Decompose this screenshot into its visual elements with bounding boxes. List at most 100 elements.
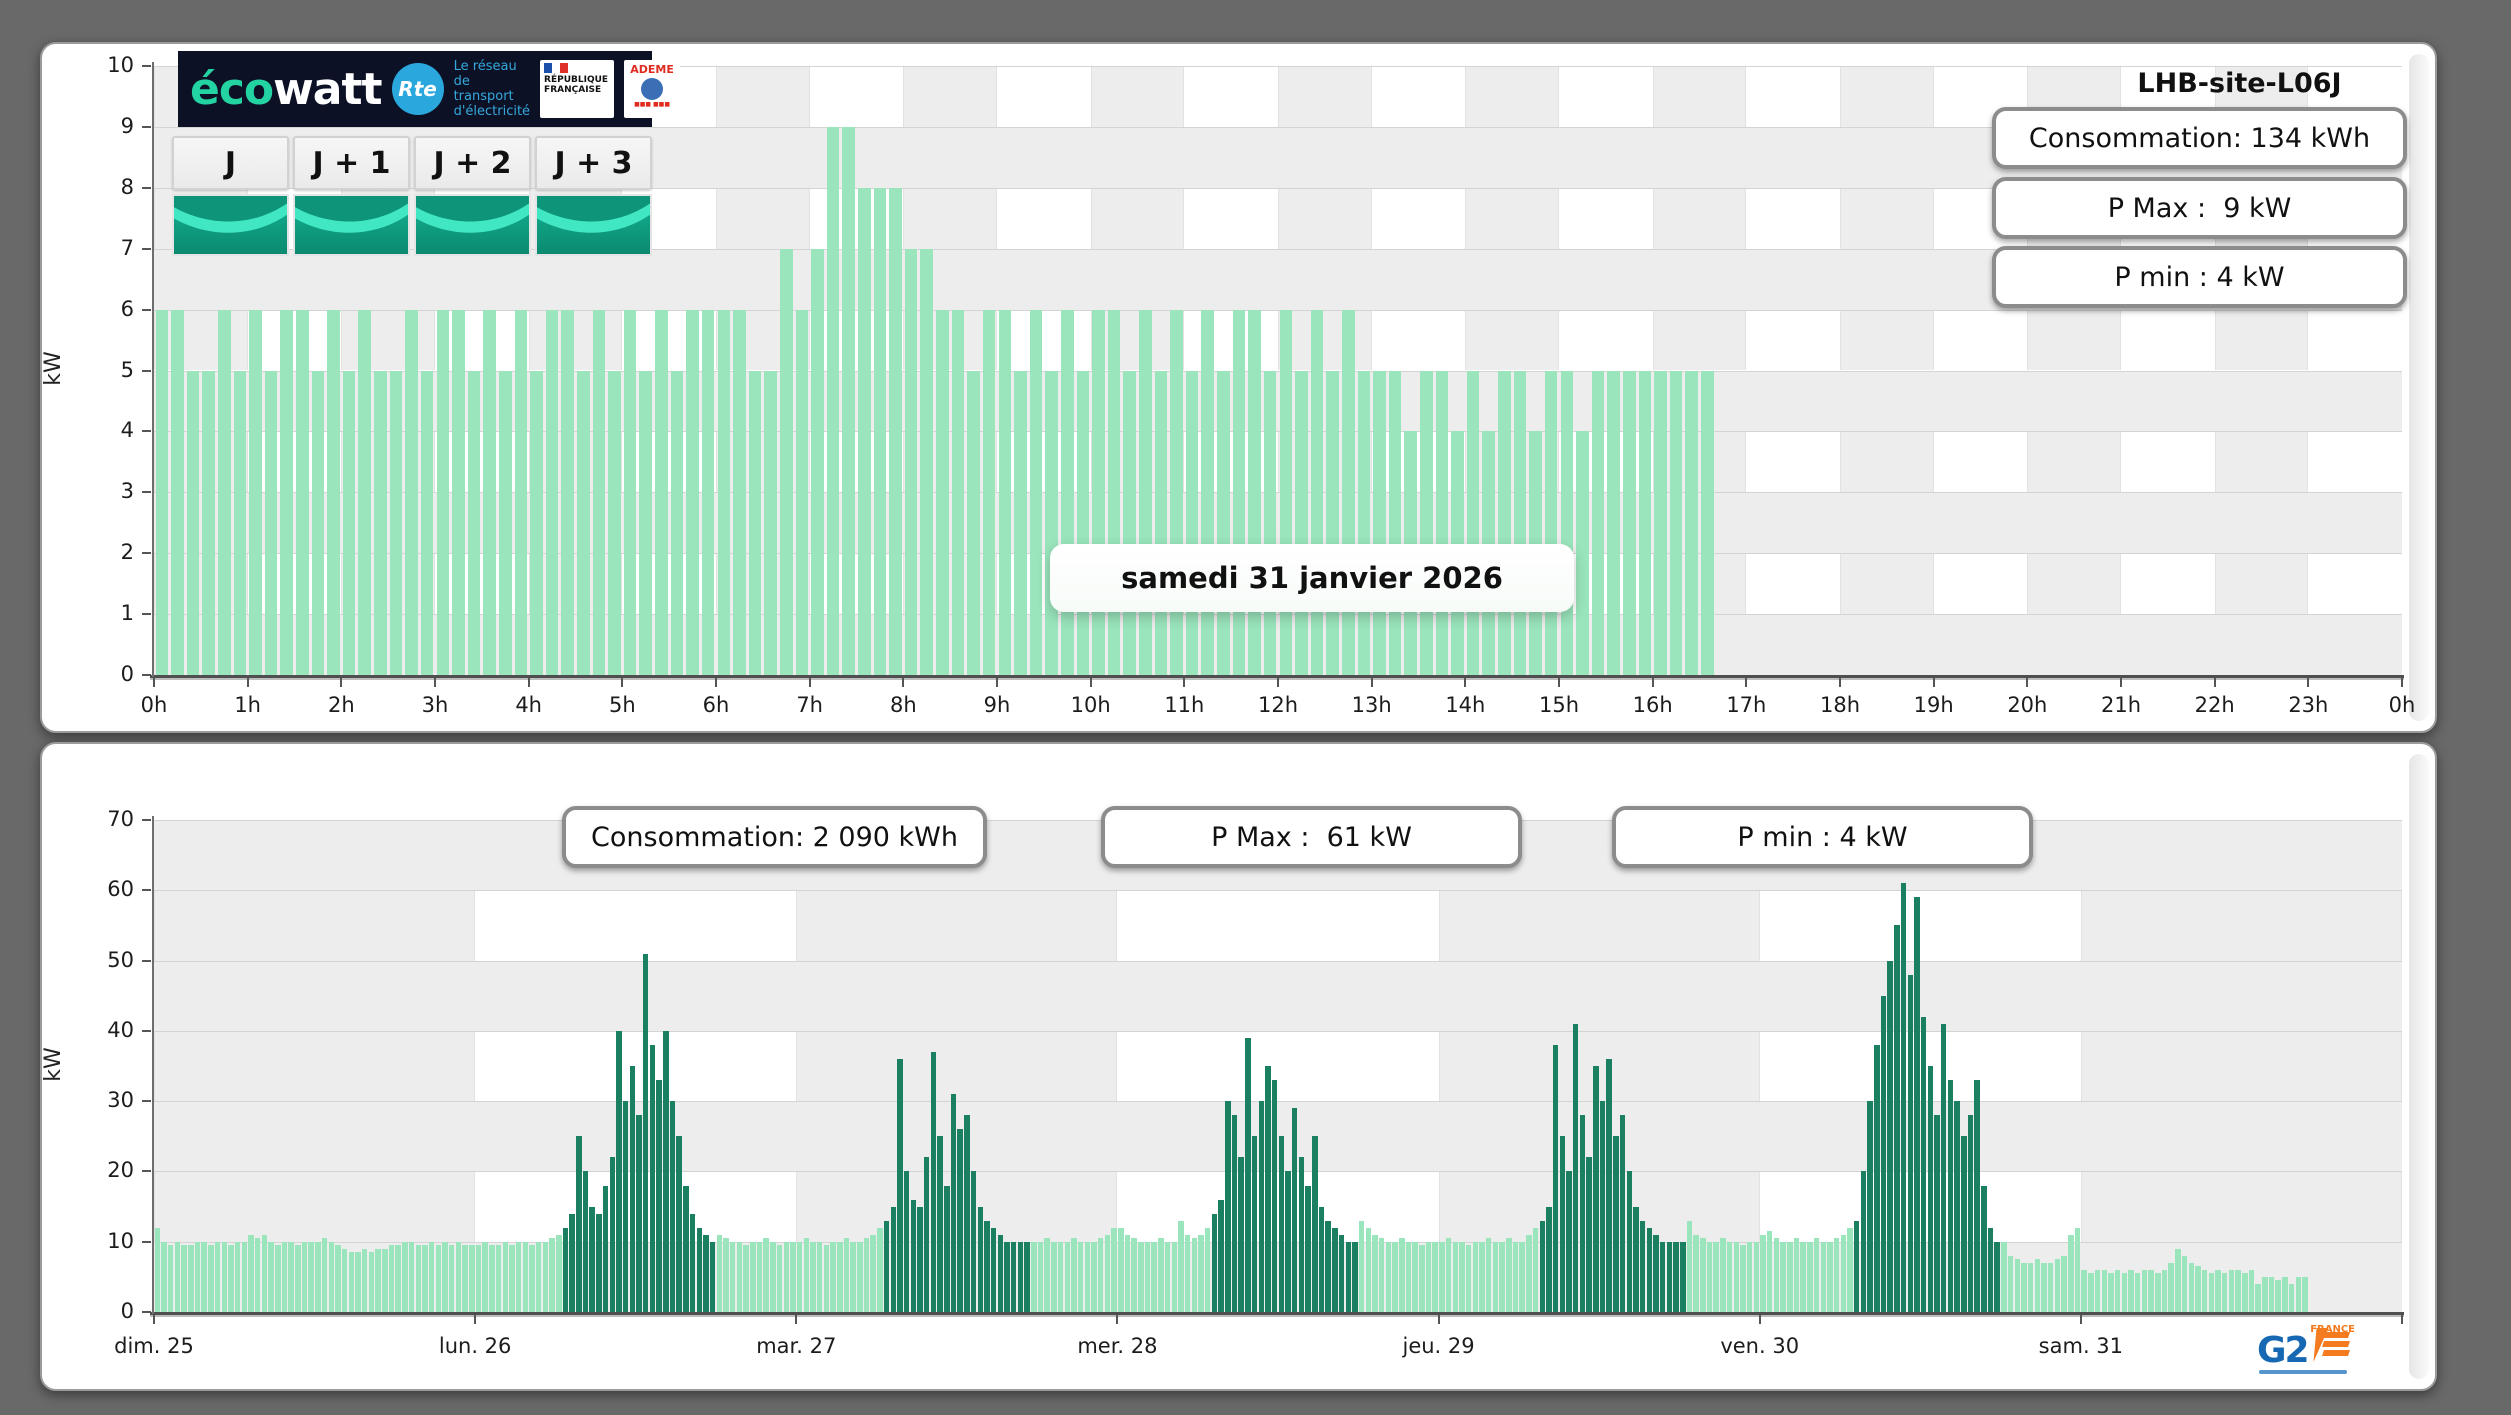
daily-bar xyxy=(405,309,418,675)
weekly-bar xyxy=(1947,1080,1954,1312)
weekly-bar xyxy=(1907,974,1913,1312)
y-tick-label: 4 xyxy=(120,418,134,443)
weekly-bar xyxy=(944,1185,950,1312)
weekly-bar xyxy=(1940,1023,1947,1312)
daily-bar xyxy=(1669,370,1683,675)
weekly-bar xyxy=(602,1185,609,1312)
grid-cell xyxy=(154,309,248,371)
y-tick-label: 1 xyxy=(120,601,134,626)
weekly-bar xyxy=(515,1241,522,1312)
ecowatt-gauge-image[interactable] xyxy=(293,194,410,256)
weekly-bar xyxy=(1091,1241,1097,1312)
ecowatt-day-button-J+1[interactable]: J + 1 xyxy=(293,136,410,190)
weekly-bar xyxy=(649,1044,656,1312)
weekly-bar xyxy=(2041,1262,2047,1312)
ecowatt-gauge-image[interactable] xyxy=(535,194,652,256)
x-tick xyxy=(340,678,343,687)
grid-band xyxy=(154,1101,2402,1172)
daily-consumption-badge: Consommation: 134 kWh xyxy=(1992,107,2407,169)
weekly-bar xyxy=(977,1206,983,1312)
weekly-bar xyxy=(1700,1238,1706,1312)
x-tick-label: 8h xyxy=(889,693,917,717)
weekly-bar xyxy=(228,1245,234,1312)
weekly-bar xyxy=(830,1241,836,1312)
daily-bar xyxy=(452,309,465,675)
weekly-bar xyxy=(1024,1241,1030,1312)
gridline xyxy=(154,492,2402,494)
weekly-bar xyxy=(2141,1269,2148,1312)
y-tick-label: 30 xyxy=(107,1088,134,1113)
weekly-bar xyxy=(2195,1266,2201,1312)
weekly-bar xyxy=(1338,1234,1345,1312)
daily-bar xyxy=(873,187,887,675)
weekly-bar xyxy=(1914,897,1920,1312)
y-tick-label: 60 xyxy=(107,877,134,902)
weekly-bar xyxy=(1412,1241,1418,1312)
weekly-bar xyxy=(2114,1269,2121,1312)
y-tick-label: 70 xyxy=(107,807,134,831)
daily-bar xyxy=(655,309,668,675)
daily-bar xyxy=(280,309,293,675)
x-tick xyxy=(434,678,436,687)
x-tick-label: 7h xyxy=(796,693,823,717)
weekly-bar xyxy=(2208,1273,2215,1312)
daily-bar xyxy=(686,309,699,675)
daily-bar xyxy=(1685,370,1698,675)
ecowatt-gauge-image[interactable] xyxy=(172,194,289,256)
daily-bar xyxy=(233,370,247,675)
daily-bar xyxy=(1607,370,1620,675)
y-tick-label: 3 xyxy=(120,479,134,504)
weekly-bar xyxy=(1981,1185,1987,1312)
weekly-bar xyxy=(1827,1241,1833,1312)
ecowatt-day-button-J+3[interactable]: J + 3 xyxy=(535,136,652,190)
x-tick-label: 3h xyxy=(421,693,449,717)
weekly-bar xyxy=(1492,1241,1499,1312)
daily-bar xyxy=(1263,370,1277,675)
weekly-bar xyxy=(1171,1241,1178,1312)
x-tick xyxy=(1464,678,1467,687)
grid-cell xyxy=(1278,309,1372,371)
weekly-bar xyxy=(1680,1241,1686,1312)
ecowatt-gauge-image[interactable] xyxy=(414,194,531,256)
weekly-bar xyxy=(2282,1276,2288,1312)
x-tick-label: 13h xyxy=(1351,693,1392,717)
ecowatt-logo-watt: watt xyxy=(273,63,382,115)
daily-bar xyxy=(1295,370,1308,675)
weekly-bar xyxy=(850,1241,856,1312)
gridline xyxy=(154,614,2402,616)
grid-cell xyxy=(2214,553,2309,615)
weekly-bar xyxy=(1606,1058,1612,1312)
daily-bar xyxy=(1388,370,1402,675)
weekly-panel-scrollbar[interactable] xyxy=(2409,754,2429,1379)
weekly-bar xyxy=(1124,1234,1131,1312)
day-label: ven. 30 xyxy=(1720,1334,1800,1358)
daily-bar xyxy=(327,309,340,675)
daily-bar xyxy=(530,370,543,675)
weekly-bar xyxy=(1218,1199,1224,1312)
y-tick-label: 20 xyxy=(107,1158,134,1183)
x-tick xyxy=(1437,1315,1440,1324)
daily-bar xyxy=(577,370,590,675)
weekly-bar xyxy=(1358,1220,1365,1312)
weekly-bar xyxy=(556,1234,562,1312)
daily-bar xyxy=(701,309,715,675)
daily-panel-scrollbar[interactable] xyxy=(2409,54,2429,721)
ecowatt-day-button-J+2[interactable]: J + 2 xyxy=(414,136,531,190)
weekly-bar xyxy=(1626,1171,1632,1312)
weekly-bar xyxy=(2248,1269,2255,1312)
weekly-bar xyxy=(1385,1241,1392,1312)
weekly-bar xyxy=(2007,1255,2014,1312)
ecowatt-day-button-J[interactable]: J xyxy=(172,136,289,190)
weekly-bar xyxy=(1519,1241,1525,1312)
weekly-bar xyxy=(1506,1238,1512,1312)
weekly-bar xyxy=(1800,1241,1806,1312)
weekly-bar xyxy=(1512,1241,1519,1312)
x-tick xyxy=(2401,678,2403,687)
weekly-bar xyxy=(1874,1044,1880,1312)
weekly-bar xyxy=(268,1241,274,1312)
daily-bar xyxy=(858,187,871,675)
x-tick xyxy=(795,1315,798,1324)
x-tick-label: 6h xyxy=(702,693,730,717)
weekly-bar xyxy=(375,1248,381,1312)
weekly-bar xyxy=(1639,1220,1646,1312)
